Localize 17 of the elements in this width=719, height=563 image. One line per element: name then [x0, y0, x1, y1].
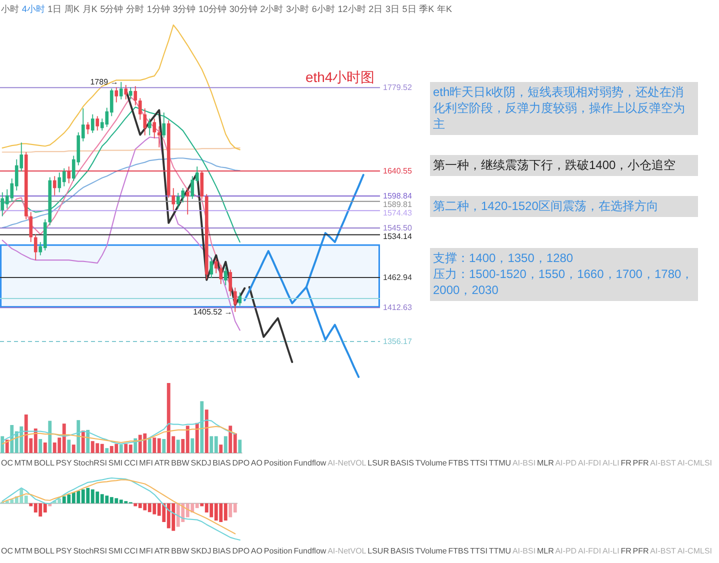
- note: 支撑：1400，1350，1280 压力：1500-1520，1550，1660，1700，1780，2000，2030: [430, 248, 698, 301]
- note: 第二种，1420-1520区间震荡，在选择方向: [430, 196, 698, 217]
- ref-label: 1545.50: [383, 223, 412, 232]
- ref-label: 1598.84: [383, 192, 412, 200]
- ref-label: 1356.17: [383, 337, 412, 346]
- ref-label: 1534.14: [383, 232, 412, 242]
- note: eth昨天日k收阴，短线表现相对弱势，还处在消化利空阶段，反弹力度较弱，操作上以反弹空为主: [430, 82, 698, 135]
- ref-label: 1412.63: [383, 303, 412, 312]
- ref-label: 1574.43: [383, 208, 412, 218]
- ref-label: 1779.52: [383, 83, 412, 92]
- title: eth4小时图: [305, 69, 375, 85]
- ref-label: 1640.55: [383, 166, 412, 176]
- annotation: 1789 →: [90, 77, 118, 86]
- ref-label: 1462.94: [383, 273, 412, 282]
- note: 第一种，继续震荡下行，跌破1400，小仓追空: [430, 155, 698, 176]
- annotation: 1405.52 →: [193, 307, 232, 316]
- ref-label: 1589.81: [383, 200, 412, 210]
